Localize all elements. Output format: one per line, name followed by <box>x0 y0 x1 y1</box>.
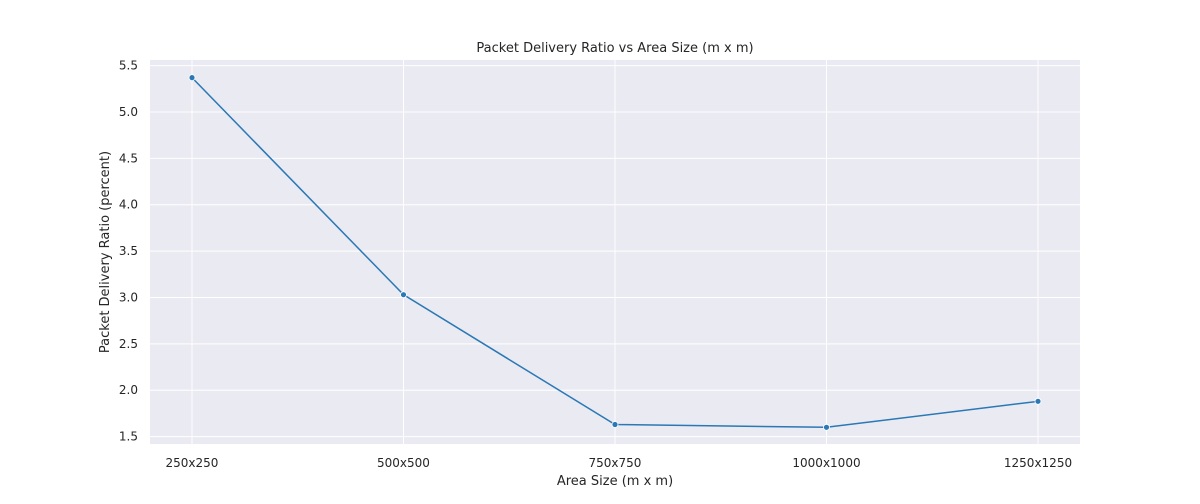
x-tick-label: 250x250 <box>166 456 219 470</box>
y-tick-label: 4.5 <box>119 151 138 165</box>
y-tick-label: 5.0 <box>119 105 138 119</box>
data-point <box>400 291 407 299</box>
chart-title: Packet Delivery Ratio vs Area Size (m x … <box>476 41 753 56</box>
grid-lines <box>150 60 1080 444</box>
x-tick-label: 750x750 <box>589 456 642 470</box>
series-group <box>188 74 1042 431</box>
y-tick-label: 3.0 <box>119 290 138 304</box>
y-tick-label: 3.5 <box>119 244 138 258</box>
y-tick-labels: 1.5 2.0 2.5 3.0 3.5 4.0 4.5 5.0 5.5 <box>119 59 138 444</box>
y-tick-label: 2.5 <box>119 337 138 351</box>
x-tick-label: 1000x1000 <box>792 456 860 470</box>
y-axis-title: Packet Delivery Ratio (percent) <box>98 151 113 353</box>
x-tick-label: 500x500 <box>377 456 430 470</box>
y-tick-label: 1.5 <box>119 430 138 444</box>
data-point <box>823 423 830 431</box>
x-tick-label: 1250x1250 <box>1004 456 1072 470</box>
y-tick-label: 2.0 <box>119 383 138 397</box>
data-point <box>1034 397 1042 405</box>
data-point <box>188 74 196 82</box>
x-axis-title: Area Size (m x m) <box>557 474 673 489</box>
x-tick-labels: 250x250 500x500 750x750 1000x1000 1250x1250 <box>166 456 1073 470</box>
data-point <box>611 421 619 428</box>
y-tick-label: 4.0 <box>119 198 138 212</box>
y-tick-label: 5.5 <box>119 59 138 73</box>
